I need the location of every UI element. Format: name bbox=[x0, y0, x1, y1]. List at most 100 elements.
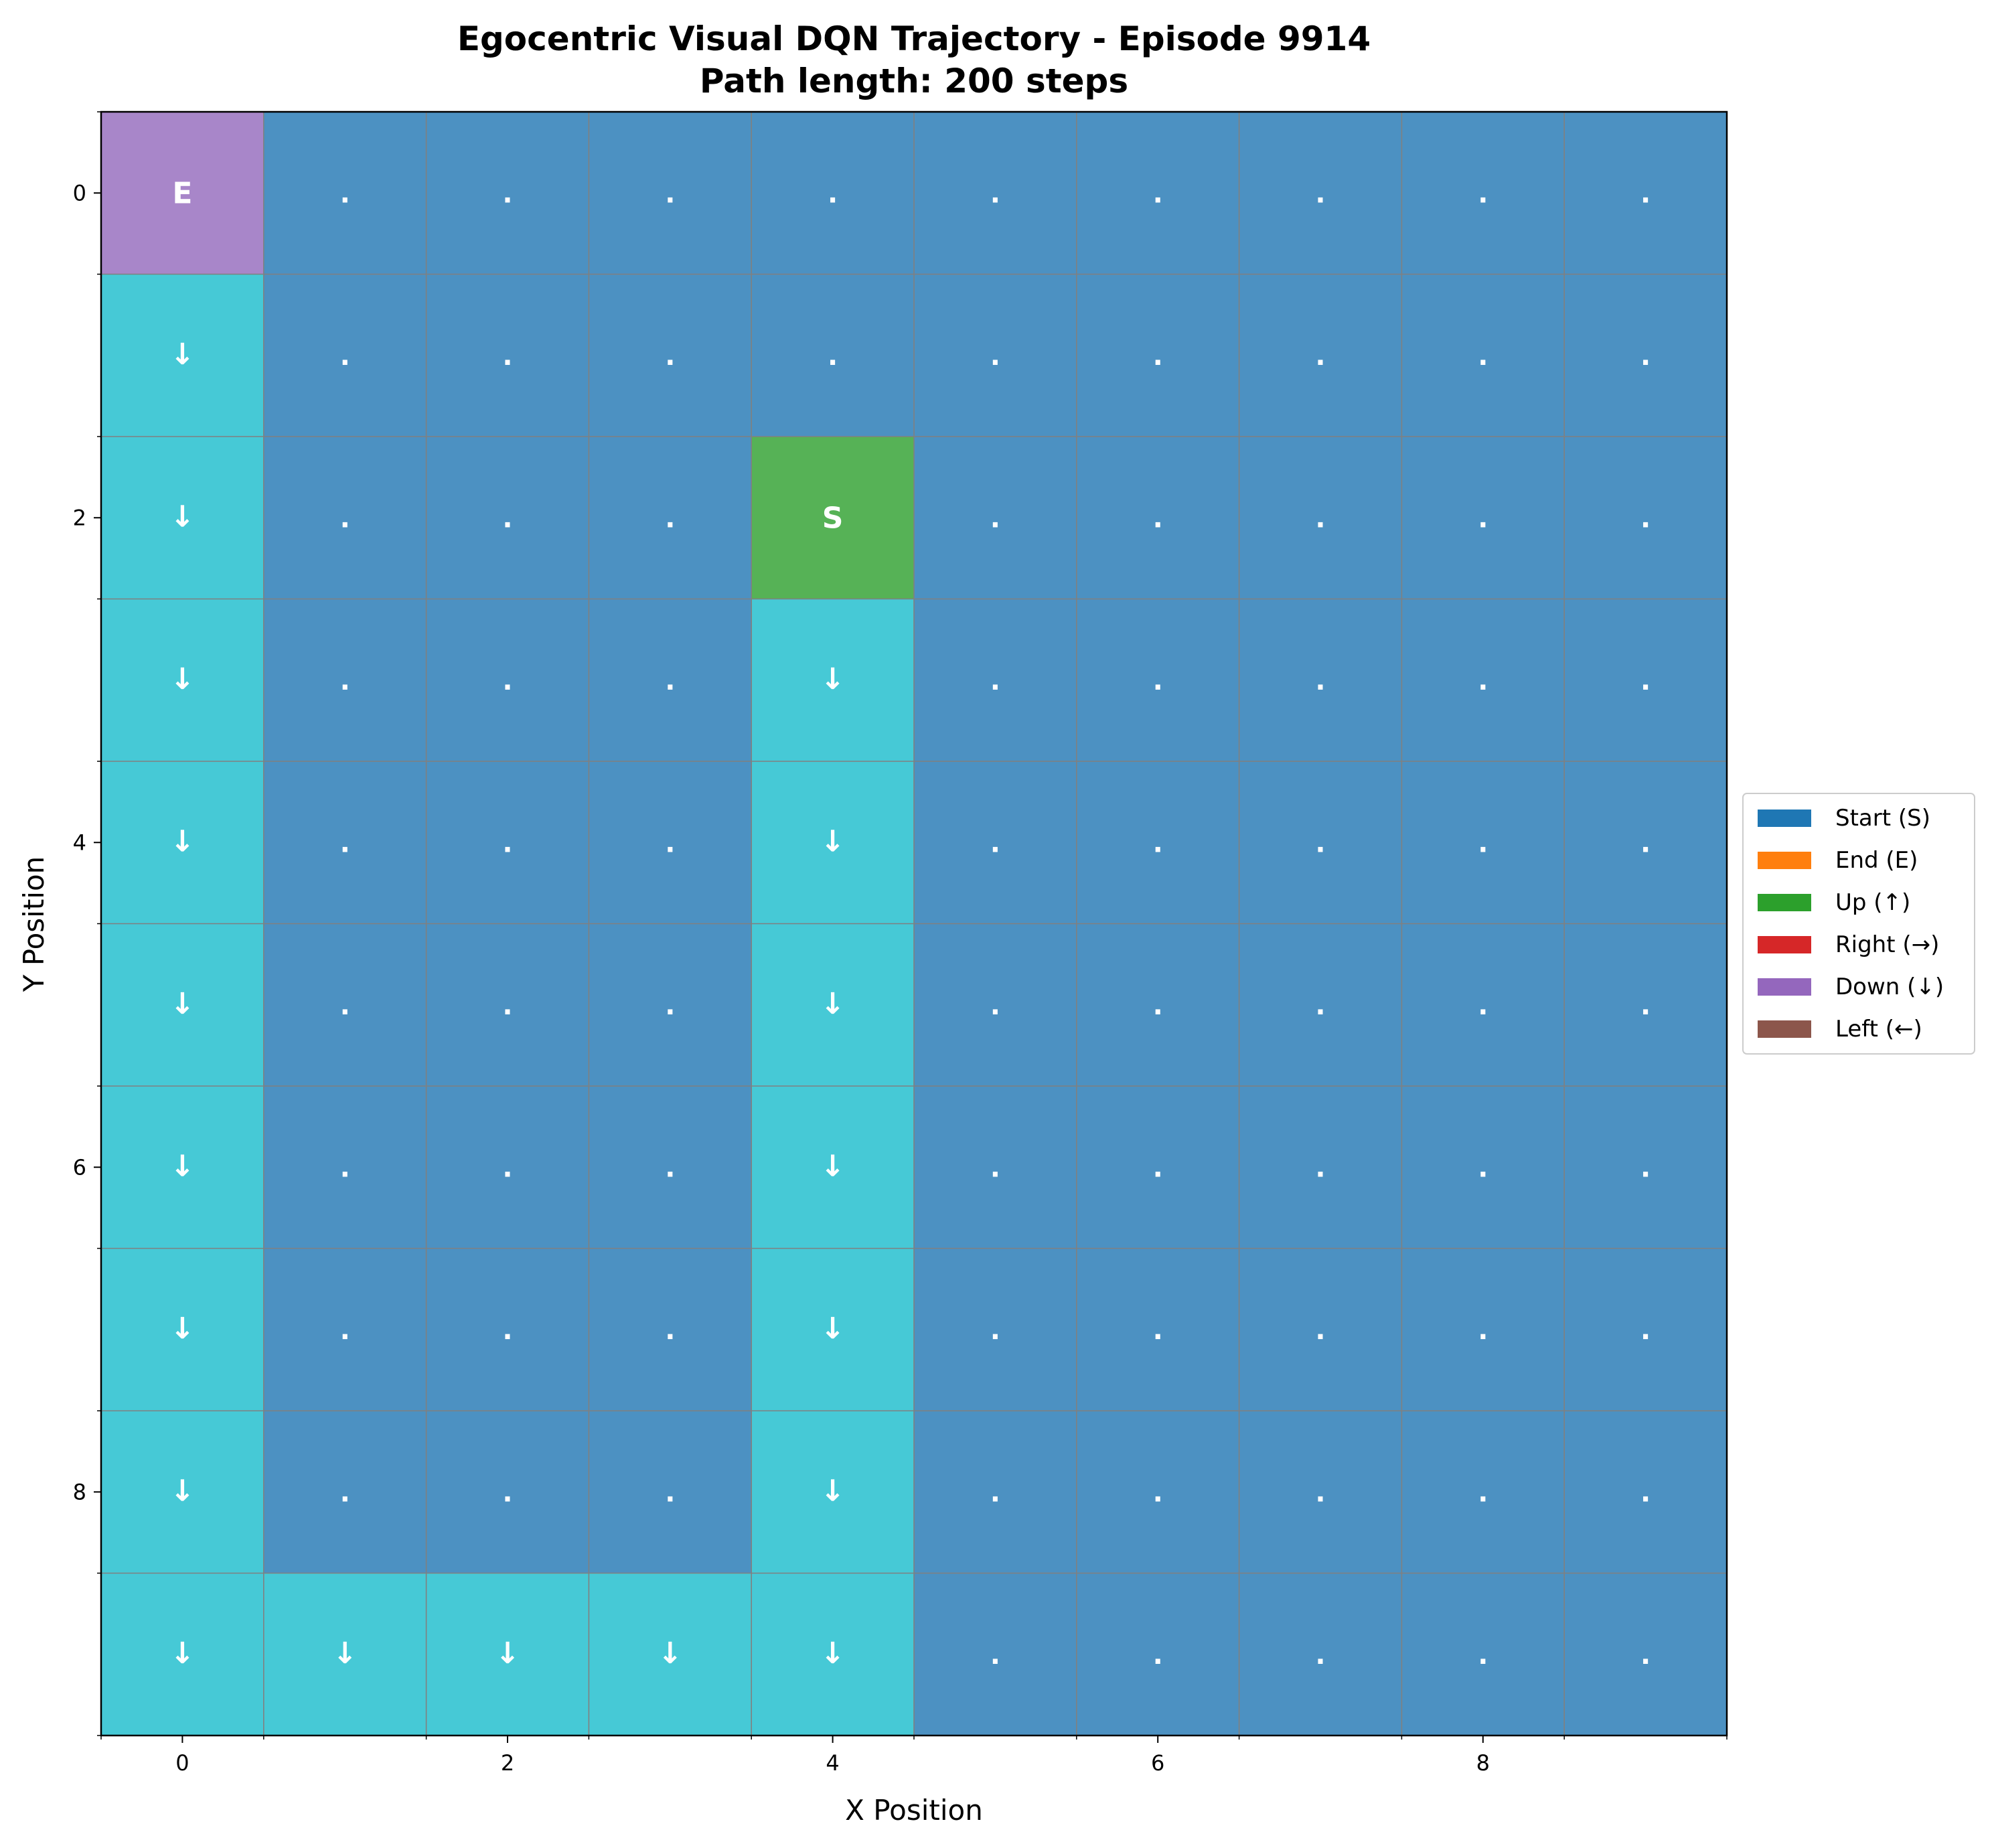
y-axis-label: Y Position bbox=[17, 856, 50, 993]
empty-dot-7-9: . bbox=[1315, 1640, 1325, 1671]
empty-dot-3-1: . bbox=[665, 341, 675, 372]
empty-dot-1-0: . bbox=[340, 178, 350, 209]
cell-background-7-0 bbox=[1239, 112, 1402, 275]
empty-dot-7-1: . bbox=[1315, 341, 1325, 372]
empty-dot-9-7: . bbox=[1640, 1315, 1651, 1346]
cell-path-4-9 bbox=[751, 1573, 914, 1736]
chart-subtitle: Path length: 200 steps bbox=[700, 62, 1128, 100]
cell-path-0-2 bbox=[101, 437, 264, 599]
cell-background-5-2 bbox=[914, 437, 1077, 599]
empty-dot-1-1: . bbox=[340, 341, 350, 372]
cell-path-0-8 bbox=[101, 1411, 264, 1573]
cell-background-1-7 bbox=[263, 1248, 427, 1411]
cell-background-5-4 bbox=[914, 761, 1077, 924]
empty-dot-7-3: . bbox=[1315, 666, 1325, 696]
cell-labels: E........ . ↓........ . ↓... S.... . ↓... ↓.....… bbox=[170, 176, 1651, 1671]
legend-label: Start (S) bbox=[1835, 805, 1930, 832]
empty-dot-2-4: . bbox=[502, 828, 512, 858]
empty-dot-1-4: . bbox=[340, 828, 350, 858]
empty-dot-9-0: . bbox=[1640, 178, 1651, 209]
cell-background-1-4 bbox=[263, 761, 427, 924]
empty-dot-8-8: . bbox=[1478, 1477, 1488, 1508]
cell-background-1-8 bbox=[263, 1411, 427, 1573]
cell-background-8-7 bbox=[1401, 1248, 1565, 1411]
y-tick-label: 0 bbox=[73, 180, 86, 206]
path-arrow-4-6: ↓ bbox=[820, 1149, 845, 1183]
cell-path-4-8 bbox=[751, 1411, 914, 1573]
cell-path-0-5 bbox=[101, 923, 264, 1086]
empty-dot-1-5: . bbox=[340, 990, 350, 1021]
cell-background-7-1 bbox=[1239, 274, 1402, 437]
cell-background-6-4 bbox=[1076, 761, 1239, 924]
empty-dot-2-3: . bbox=[502, 666, 512, 696]
cell-background-9-6 bbox=[1564, 1086, 1727, 1249]
cell-background-6-5 bbox=[1076, 923, 1239, 1086]
empty-dot-6-6: . bbox=[1153, 1152, 1163, 1183]
cell-background-5-6 bbox=[914, 1086, 1077, 1249]
cell-background-9-1 bbox=[1564, 274, 1727, 437]
cell-background-6-2 bbox=[1076, 437, 1239, 599]
path-arrow-4-9: ↓ bbox=[820, 1636, 845, 1671]
cell-background-8-9 bbox=[1401, 1573, 1565, 1736]
empty-dot-7-8: . bbox=[1315, 1477, 1325, 1508]
x-tick-label: 4 bbox=[826, 1750, 839, 1776]
empty-dot-5-6: . bbox=[990, 1152, 1000, 1183]
legend: Start (S) End (E) Up (↑) Right (→) Down (↓) L… bbox=[1742, 793, 1975, 1055]
cell-background-7-7 bbox=[1239, 1248, 1402, 1411]
chart-title: Egocentric Visual DQN Trajectory - Episo… bbox=[457, 19, 1371, 58]
cell-background-8-3 bbox=[1401, 599, 1565, 761]
empty-dot-7-0: . bbox=[1315, 178, 1325, 209]
legend-swatch bbox=[1758, 1020, 1811, 1038]
cell-background-6-3 bbox=[1076, 599, 1239, 761]
grid-lines bbox=[101, 112, 1727, 1736]
cell-background-6-6 bbox=[1076, 1086, 1239, 1249]
cell-background-6-0 bbox=[1076, 112, 1239, 275]
empty-dot-5-2: . bbox=[990, 503, 1000, 534]
y-tick-label: 4 bbox=[73, 830, 86, 855]
empty-dot-8-3: . bbox=[1478, 666, 1488, 696]
empty-dot-4-1: . bbox=[828, 341, 838, 372]
cell-background-9-8 bbox=[1564, 1411, 1727, 1573]
path-arrow-4-7: ↓ bbox=[820, 1312, 845, 1346]
cell-background-1-0 bbox=[263, 112, 427, 275]
cell-background-5-5 bbox=[914, 923, 1077, 1086]
empty-dot-2-8: . bbox=[502, 1477, 512, 1508]
cell-background-8-4 bbox=[1401, 761, 1565, 924]
legend-swatch bbox=[1758, 852, 1811, 869]
cell-background-2-6 bbox=[426, 1086, 589, 1249]
path-arrow-1-9: ↓ bbox=[333, 1636, 358, 1671]
path-arrow-0-6: ↓ bbox=[170, 1149, 195, 1183]
cell-background-3-6 bbox=[589, 1086, 752, 1249]
legend-swatch bbox=[1758, 978, 1811, 996]
y-tick-label: 8 bbox=[73, 1479, 86, 1505]
cell-start-4-2 bbox=[751, 437, 914, 599]
cell-background-9-9 bbox=[1564, 1573, 1727, 1736]
y-tick-label: 2 bbox=[73, 505, 86, 530]
empty-dot-5-5: . bbox=[990, 990, 1000, 1021]
cell-background-3-4 bbox=[589, 761, 752, 924]
empty-dot-9-5: . bbox=[1640, 990, 1651, 1021]
cell-background-9-3 bbox=[1564, 599, 1727, 761]
cell-background-5-0 bbox=[914, 112, 1077, 275]
legend-label: Up (↑) bbox=[1835, 889, 1910, 916]
cell-background-8-8 bbox=[1401, 1411, 1565, 1573]
cell-background-5-8 bbox=[914, 1411, 1077, 1573]
cell-background-3-0 bbox=[589, 112, 752, 275]
empty-dot-7-4: . bbox=[1315, 828, 1325, 858]
heatmap-cells bbox=[101, 112, 1727, 1736]
empty-dot-1-6: . bbox=[340, 1152, 350, 1183]
empty-dot-3-2: . bbox=[665, 503, 675, 534]
empty-dot-9-1: . bbox=[1640, 341, 1651, 372]
legend-swatch bbox=[1758, 894, 1811, 911]
cell-background-5-9 bbox=[914, 1573, 1077, 1736]
path-arrow-0-5: ↓ bbox=[170, 987, 195, 1021]
path-arrow-4-4: ↓ bbox=[820, 824, 845, 858]
empty-dot-8-5: . bbox=[1478, 990, 1488, 1021]
empty-dot-1-2: . bbox=[340, 503, 350, 534]
cell-background-9-2 bbox=[1564, 437, 1727, 599]
path-arrow-0-2: ↓ bbox=[170, 499, 195, 534]
cell-background-2-1 bbox=[426, 274, 589, 437]
cell-background-2-4 bbox=[426, 761, 589, 924]
empty-dot-3-6: . bbox=[665, 1152, 675, 1183]
cell-background-9-5 bbox=[1564, 923, 1727, 1086]
